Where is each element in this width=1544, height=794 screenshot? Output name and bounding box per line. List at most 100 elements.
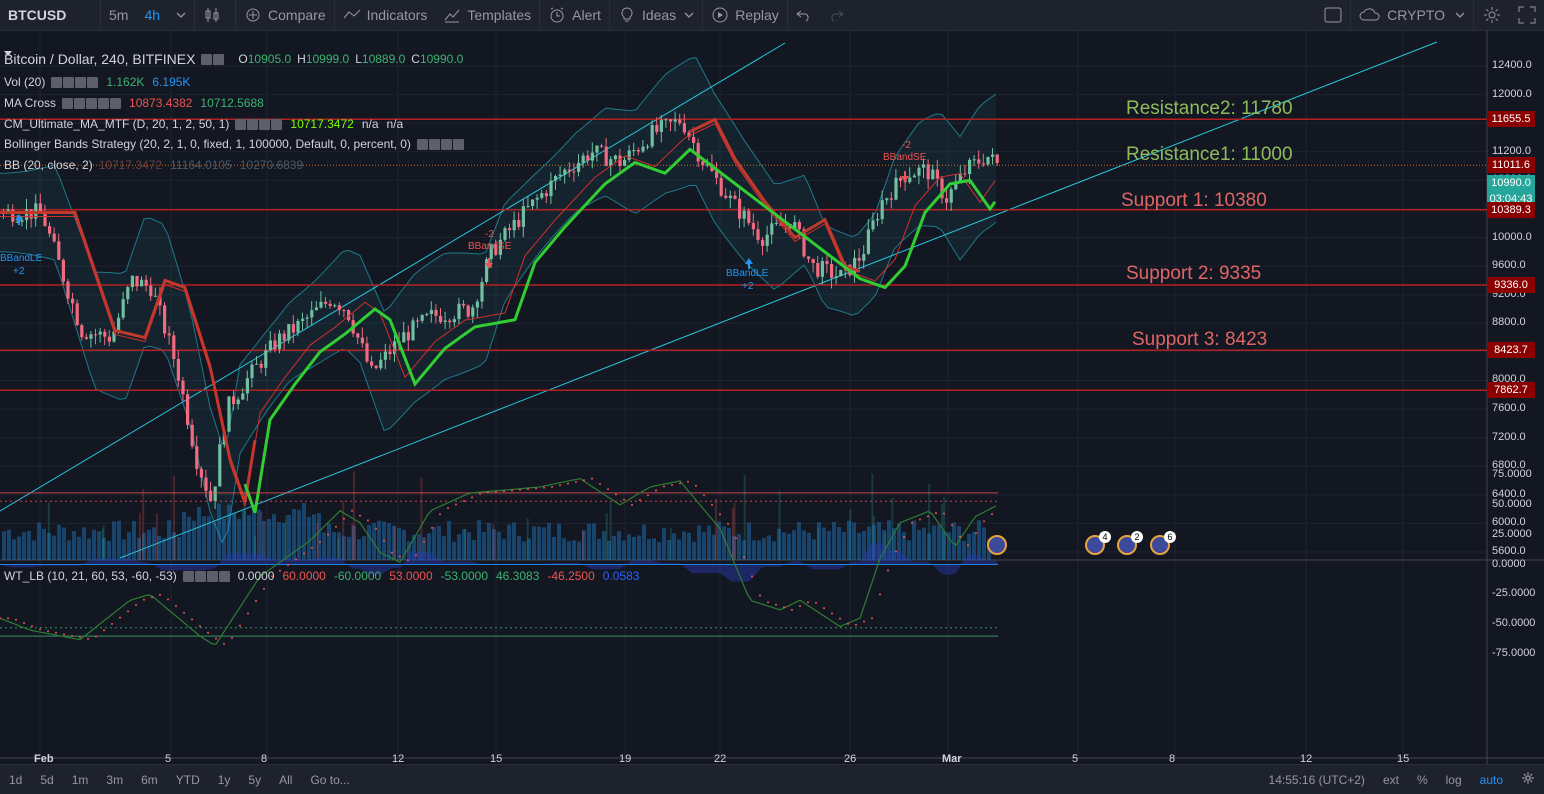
series-buttons[interactable] — [201, 53, 225, 65]
candle-body — [149, 285, 153, 297]
candle-body — [337, 305, 341, 311]
replay-button[interactable]: Replay — [703, 0, 787, 31]
volume-bar — [177, 536, 181, 560]
bb-strategy-buttons[interactable] — [416, 138, 464, 150]
expand-button[interactable] — [1510, 0, 1544, 31]
range-ytd[interactable]: YTD — [175, 772, 200, 787]
time-tick-label: 8 — [261, 753, 268, 765]
candle-body — [402, 332, 406, 343]
volume-bar — [797, 522, 801, 560]
candle-body — [862, 253, 866, 261]
high-label: H — [297, 52, 306, 66]
range-1m[interactable]: 1m — [71, 772, 89, 787]
volume-bar — [27, 530, 31, 560]
candle-body — [899, 177, 903, 181]
chart-area[interactable]: Bitcoin / Dollar, 240, BITFINEX O 10905.0… — [0, 31, 1544, 765]
range-1d[interactable]: 1d — [9, 772, 23, 787]
candle-body — [319, 301, 323, 308]
wt-buttons[interactable] — [182, 570, 230, 582]
chevron-down-icon[interactable] — [4, 51, 12, 57]
wt-name[interactable]: WT_LB (10, 21, 60, 53, -60, -53) — [4, 569, 177, 583]
candle-body — [604, 146, 608, 166]
percent-toggle[interactable]: % — [1416, 772, 1428, 787]
range-5d[interactable]: 5d — [40, 772, 54, 787]
bb-name[interactable]: BB (20, close, 2) — [4, 158, 93, 172]
range-6m[interactable]: 6m — [141, 772, 158, 787]
volume-bar — [162, 538, 166, 560]
candle-body — [71, 298, 75, 304]
redo-button[interactable] — [820, 0, 852, 31]
candle-body — [296, 321, 300, 333]
candle-body — [94, 334, 98, 336]
candle-body — [6, 209, 10, 212]
candle-body — [213, 486, 217, 502]
volume-bar — [702, 532, 706, 560]
volume-bar — [782, 532, 786, 560]
wt2-dot — [479, 492, 481, 495]
indicators-button[interactable]: Indicators — [335, 0, 436, 31]
compare-button[interactable]: Compare — [236, 0, 334, 31]
candle-body — [747, 210, 751, 224]
candle-body — [765, 234, 769, 246]
osc-tick-label: 25.0000 — [1492, 527, 1532, 540]
undo-button[interactable] — [788, 0, 820, 31]
cm-ma-name[interactable]: CM_Ultimate_MA_MTF (D, 20, 1, 2, 50, 1) — [4, 117, 230, 131]
cm-ma-buttons[interactable] — [235, 118, 283, 130]
volume-bar — [237, 518, 241, 560]
interval-4h[interactable]: 4h — [144, 7, 161, 23]
price-chart-canvas[interactable] — [0, 31, 1544, 764]
range-3m[interactable]: 3m — [106, 772, 124, 787]
ext-toggle[interactable]: ext — [1382, 772, 1399, 787]
auto-toggle[interactable]: auto — [1479, 772, 1503, 787]
wt2-dot — [695, 484, 697, 487]
volume-bar — [737, 534, 741, 560]
ma-cross-name[interactable]: MA Cross — [4, 96, 57, 110]
candle-body — [673, 119, 677, 122]
ma-green-line — [243, 147, 997, 514]
templates-button[interactable]: Templates — [435, 0, 539, 31]
layout-button[interactable]: CRYPTO — [1351, 0, 1473, 31]
wt2-dot — [311, 546, 313, 549]
candle-body — [163, 305, 167, 334]
interval-5m[interactable]: 5m — [109, 7, 129, 23]
resistance1-label[interactable]: Resistance1: 11000 — [1126, 144, 1293, 165]
settings-button[interactable] — [1474, 0, 1510, 31]
support2-label[interactable]: Support 2: 9335 — [1126, 263, 1262, 284]
price-tag: 11655.5 — [1487, 111, 1535, 128]
clock-text[interactable]: 14:55:16 (UTC+2) — [1268, 772, 1365, 787]
range-1y[interactable]: 1y — [217, 772, 231, 787]
range-all[interactable]: All — [279, 772, 293, 787]
vol-buttons[interactable] — [51, 76, 99, 88]
event-flag-icon[interactable] — [987, 535, 1007, 555]
log-toggle[interactable]: log — [1445, 772, 1462, 787]
separator — [786, 0, 788, 31]
volume-bar — [332, 532, 336, 560]
candle-body — [489, 244, 493, 260]
templates-label: Templates — [467, 7, 532, 23]
support3-label[interactable]: Support 3: 8423 — [1132, 329, 1268, 350]
candle-body — [29, 209, 33, 219]
volume-bar — [422, 537, 426, 560]
resistance2-label[interactable]: Resistance2: 11780 — [1126, 98, 1293, 119]
ma-cross-buttons[interactable] — [62, 97, 122, 109]
vol-name[interactable]: Vol (20) — [4, 75, 46, 89]
volume-bar — [277, 522, 281, 560]
range-5y[interactable]: 5y — [248, 772, 262, 787]
series-title[interactable]: Bitcoin / Dollar, 240, BITFINEX — [4, 51, 196, 67]
symbol-input[interactable]: BTCUSD — [8, 7, 67, 23]
bb-strategy-name[interactable]: Bollinger Bands Strategy (20, 2, 1, 0, f… — [4, 137, 411, 151]
fullscreen-button[interactable] — [1316, 0, 1350, 31]
interval-dropdown[interactable] — [168, 0, 194, 31]
chart-settings-button[interactable] — [1512, 771, 1544, 788]
volume-bar — [482, 531, 486, 560]
alert-button[interactable]: Alert — [540, 0, 609, 31]
buy-arrow-icon — [745, 258, 753, 269]
goto-button[interactable]: Go to... — [310, 772, 350, 787]
chart-type-button[interactable] — [195, 0, 235, 31]
price-tick-label: 6800.0 — [1492, 459, 1526, 472]
wt2-dot — [623, 498, 625, 501]
ideas-button[interactable]: Ideas — [610, 0, 702, 31]
support1-label[interactable]: Support 1: 10380 — [1121, 190, 1267, 211]
candle-body — [880, 200, 884, 220]
candle-body — [811, 258, 815, 264]
